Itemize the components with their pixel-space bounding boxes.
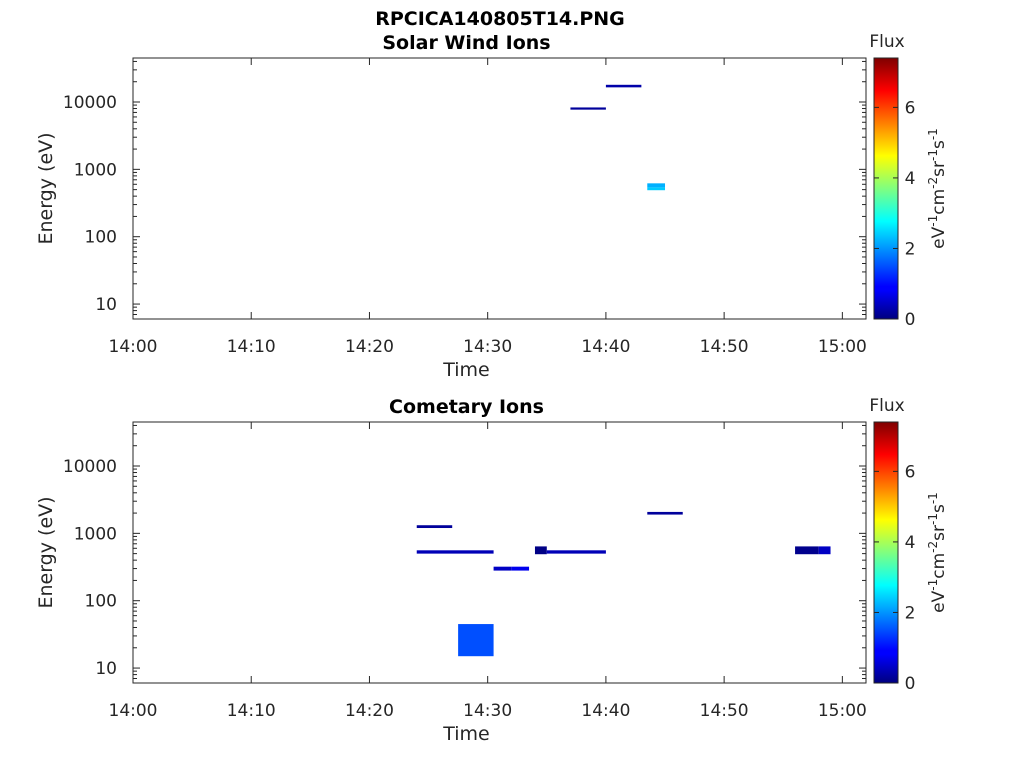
y-tick-label: 1000 [74, 524, 117, 544]
y-axis-label: Energy (eV) [35, 496, 57, 608]
flux-cell [605, 84, 642, 88]
flux-cell [416, 550, 494, 554]
x-tick-label: 14:50 [700, 337, 749, 357]
y-axis-label: Energy (eV) [35, 132, 57, 244]
unit-exponent: -1 [926, 579, 940, 591]
colorbar-tick-label: 0 [905, 674, 916, 694]
unit-exponent: -1 [926, 215, 940, 227]
colorbar-frame [873, 421, 899, 684]
colorbar-tick-label: 2 [905, 603, 916, 623]
flux-cell [493, 566, 512, 571]
colorbar-frame [873, 57, 899, 320]
plot-frame [132, 421, 867, 684]
unit-symbol: s [929, 140, 949, 149]
panel-title: Solar Wind Ions [382, 32, 550, 54]
solar-wind-ions-panel: Solar Wind Ions 14:00 14:10 14:20 14:30 14:40… [35, 32, 949, 381]
colorbar-tick-label: 6 [905, 98, 916, 118]
y-tick-label: 10 [95, 659, 117, 679]
flux-cell [647, 511, 683, 515]
flux-cell [511, 566, 530, 571]
colorbar-tick-label: 6 [905, 462, 916, 482]
colorbar-gradient [874, 422, 898, 683]
unit-symbol: cm [929, 189, 949, 215]
x-tick-label: 14:30 [463, 701, 512, 721]
unit-symbol: eV [929, 590, 949, 612]
unit-exponent: -1 [926, 513, 940, 525]
colorbar-tick-label: 4 [905, 169, 916, 189]
y-tick-label: 10000 [63, 457, 117, 477]
colorbar-title: Flux [869, 396, 904, 416]
x-axis-label: Time [442, 359, 490, 381]
x-tick-label: 15:00 [818, 701, 867, 721]
unit-exponent: -1 [926, 149, 940, 161]
colorbar-tick-label: 0 [905, 310, 916, 330]
flux-cell [458, 624, 494, 657]
x-axis-label: Time [442, 723, 490, 745]
y-tick-label: 100 [85, 228, 117, 248]
flux-cell [570, 107, 606, 110]
flux-cell [818, 546, 831, 555]
x-tick-label: 14:40 [581, 701, 630, 721]
colorbar-unit-label: eV-1cm-2sr-1s-1 [926, 128, 949, 249]
flux-cell [534, 546, 547, 555]
unit-symbol: eV [929, 226, 949, 248]
x-tick-label: 14:50 [700, 701, 749, 721]
colorbar-unit-label: eV-1cm-2sr-1s-1 [926, 492, 949, 613]
unit-symbol: sr [929, 525, 949, 541]
x-tick-label: 14:40 [581, 337, 630, 357]
unit-exponent: -1 [926, 492, 940, 504]
x-tick-label: 14:20 [345, 701, 394, 721]
x-tick-label: 14:00 [109, 337, 158, 357]
colorbar-gradient [874, 58, 898, 319]
unit-exponent: -2 [926, 541, 940, 553]
unit-exponent: -2 [926, 177, 940, 189]
x-tick-label: 14:00 [109, 701, 158, 721]
flux-cell [647, 187, 666, 191]
plot-frame [132, 57, 867, 320]
unit-symbol: s [929, 504, 949, 513]
colorbar-tick-label: 2 [905, 239, 916, 259]
unit-symbol: sr [929, 161, 949, 177]
flux-cell [546, 550, 606, 554]
flux-cell [416, 525, 453, 529]
colorbar-title: Flux [869, 32, 904, 52]
y-tick-label: 10 [95, 295, 117, 315]
unit-exponent: -1 [926, 128, 940, 140]
figure-title: RPCICA140805T14.PNG [375, 8, 625, 30]
flux-cell [647, 183, 666, 188]
x-tick-label: 15:00 [818, 337, 867, 357]
y-tick-label: 100 [85, 592, 117, 612]
x-tick-label: 14:10 [227, 337, 276, 357]
flux-cell [795, 546, 819, 555]
y-tick-label: 10000 [63, 93, 117, 113]
unit-symbol: cm [929, 553, 949, 579]
x-tick-label: 14:10 [227, 701, 276, 721]
x-tick-label: 14:30 [463, 337, 512, 357]
cometary-ions-panel: Cometary Ions 14:00 14:10 14:20 14:30 14:40 14… [35, 396, 949, 745]
y-tick-label: 1000 [74, 160, 117, 180]
panel-title: Cometary Ions [389, 396, 544, 418]
colorbar-tick-label: 4 [905, 533, 916, 553]
x-tick-label: 14:20 [345, 337, 394, 357]
